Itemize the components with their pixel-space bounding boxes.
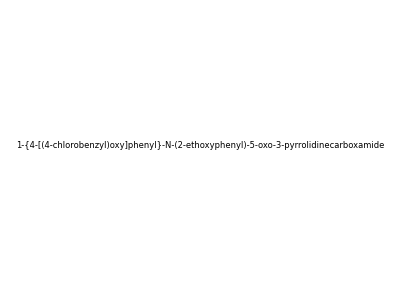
Text: 1-{4-[(4-chlorobenzyl)oxy]phenyl}-N-(2-ethoxyphenyl)-5-oxo-3-pyrrolidinecarboxam: 1-{4-[(4-chlorobenzyl)oxy]phenyl}-N-(2-e… [16, 141, 384, 150]
